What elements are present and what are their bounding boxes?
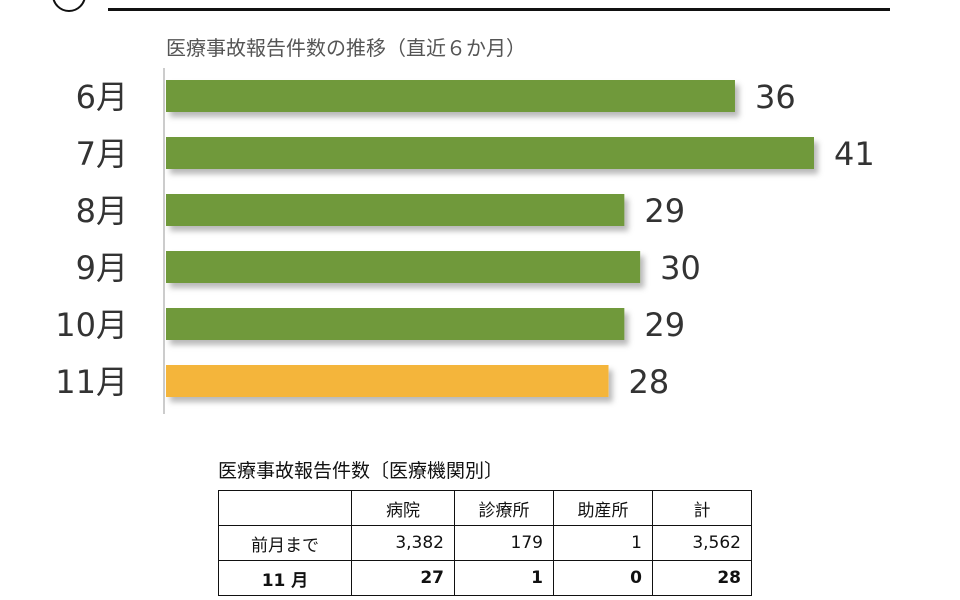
data-label: 30 [660,249,701,287]
data-label: 41 [834,135,875,173]
bar [166,194,625,226]
counts-table: 病院 診療所 助産所 計 前月まで 3,382 179 1 3,562 11 月… [218,490,752,596]
data-label: 36 [755,78,796,116]
category-label: 8月 [76,192,128,230]
bar [166,308,625,340]
table-cell: 0 [553,560,653,596]
bar-chart: 6月 36 7月 41 8月 29 9月 30 10月 29 11月 28 [55,68,875,414]
table-cell: 179 [454,525,554,561]
table-cell: 3,562 [652,525,752,561]
category-label: 9月 [76,249,128,287]
heading-underline [108,8,890,11]
table-cell: 28 [652,560,752,596]
table-header-cell: 病院 [351,490,455,526]
bar [166,365,609,397]
table-cell: 27 [351,560,455,596]
chart-title: 医療事故報告件数の推移（直近６か月） [166,36,526,60]
table-header-cell: 助産所 [553,490,653,526]
bar [166,251,641,283]
bar [166,137,814,169]
category-label: 11月 [55,363,128,401]
table-title: 医療事故報告件数〔医療機関別〕 [218,460,504,482]
table-header-cell: 計 [652,490,752,526]
table-row-label: 前月まで [218,525,352,561]
table-header-row: 病院 診療所 助産所 計 [218,490,752,526]
heading-strip [0,0,960,14]
data-label: 29 [644,306,685,344]
bar [166,80,735,112]
table-row: 11 月 27 1 0 28 [218,560,752,596]
data-label: 28 [629,363,670,401]
category-label: 7月 [76,135,128,173]
table-header-cell: 診療所 [454,490,554,526]
table-cell: 1 [553,525,653,561]
section-number-circle [52,0,86,12]
table-row-label: 11 月 [218,560,352,596]
table-header-cell [218,490,352,526]
category-label: 10月 [55,306,128,344]
table-row: 前月まで 3,382 179 1 3,562 [218,525,752,561]
table-cell: 1 [454,560,554,596]
data-label: 29 [644,192,685,230]
category-label: 6月 [76,78,128,116]
table-cell: 3,382 [351,525,455,561]
